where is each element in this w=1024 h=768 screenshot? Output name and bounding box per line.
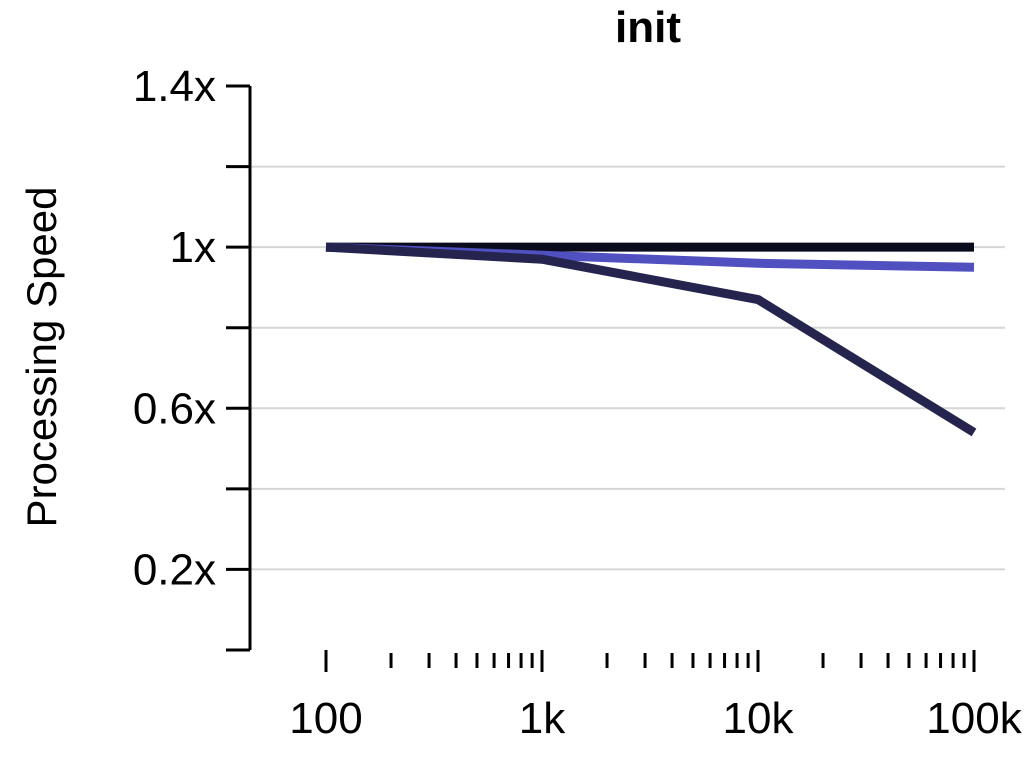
y-tick-label: 1.4x bbox=[133, 62, 216, 111]
y-tick-label: 0.6x bbox=[133, 384, 216, 433]
y-tick-label: 0.2x bbox=[133, 545, 216, 594]
y-ticks: 0.2x 0.6x 1x 1.4x bbox=[133, 62, 250, 652]
x-tick-label: 100 bbox=[289, 694, 362, 743]
x-tick-label: 1k bbox=[519, 694, 566, 743]
chart-title: init bbox=[615, 3, 681, 52]
x-tick-label: 10k bbox=[723, 694, 795, 743]
series-lines bbox=[325, 242, 977, 437]
x-tick-label: 100k bbox=[926, 694, 1022, 743]
x-ticks: 100 1k 10k 100k bbox=[289, 650, 1023, 743]
y-tick-label: 1x bbox=[170, 223, 216, 272]
y-axis-label: Processing Speed bbox=[18, 187, 65, 528]
gridlines bbox=[250, 165, 1005, 571]
series-line-3 bbox=[325, 242, 977, 437]
